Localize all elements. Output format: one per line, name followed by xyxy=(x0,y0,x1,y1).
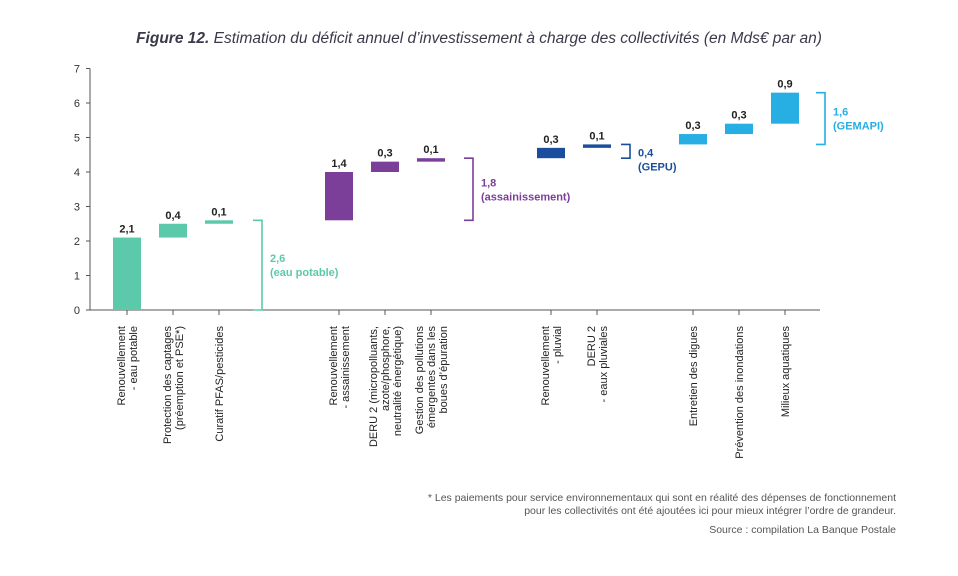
bar-2 xyxy=(205,220,233,224)
x-category-label-line: - eau potable xyxy=(128,326,140,390)
bar-value-label-0: 2,1 xyxy=(119,224,134,236)
figure-number: Figure 12. xyxy=(136,30,210,47)
x-category-label-line: azote/phosphore, xyxy=(380,326,392,411)
x-category-label-line: Renouvellement xyxy=(116,326,128,406)
x-category-label-0: Renouvellement - eau potable xyxy=(116,326,140,406)
y-tick-label-4: 4 xyxy=(74,167,80,179)
x-category-label-5: Gestion des pollutions émergentes dans le… xyxy=(414,326,450,435)
bar-value-label-2: 0,1 xyxy=(211,206,226,218)
bar-1 xyxy=(159,223,187,238)
y-tick-label-7: 7 xyxy=(74,64,80,76)
bar-4 xyxy=(371,161,399,172)
group-bracket-3 xyxy=(816,91,826,146)
x-category-label-line: DERU 2 (micropolluants, xyxy=(368,326,380,447)
bar-0 xyxy=(113,237,141,310)
group-name-label-0: (eau potable) xyxy=(270,267,339,279)
x-category-label-line: Protection des captages xyxy=(162,326,174,445)
x-category-label-line: Milieux aquatiques xyxy=(780,326,792,418)
x-category-label-line: Curatif PFAS/pesticides xyxy=(214,326,226,442)
y-tick-label-2: 2 xyxy=(74,236,80,248)
group-bracket-2 xyxy=(621,143,631,159)
bar-value-label-7: 0,1 xyxy=(589,130,604,142)
bar-value-label-8: 0,3 xyxy=(685,120,700,132)
x-category-label-line: émergentes dans les xyxy=(426,326,438,429)
x-category-label-9: Prévention des inondations xyxy=(734,326,746,459)
x-category-label-line: - eaux pluviales xyxy=(598,326,610,403)
x-category-label-line: Entretien des digues xyxy=(688,326,700,427)
x-category-label-line: DERU 2 xyxy=(586,326,598,366)
group-total-label-3: 1,6 xyxy=(833,107,848,119)
bar-7 xyxy=(583,144,611,148)
bar-value-label-3: 1,4 xyxy=(331,158,347,170)
bar-9 xyxy=(725,123,753,135)
group-total-label-2: 0,4 xyxy=(638,147,654,159)
x-category-label-line: boues d’épuration xyxy=(438,326,450,413)
x-category-label-2: Curatif PFAS/pesticides xyxy=(214,326,226,442)
group-name-label-3: (GEMAPI) xyxy=(833,121,884,133)
bar-3 xyxy=(325,172,353,221)
group-total-label-0: 2,6 xyxy=(270,253,285,265)
bar-10 xyxy=(771,92,799,124)
y-tick-label-1: 1 xyxy=(74,271,80,283)
x-category-label-8: Entretien des digues xyxy=(688,326,700,427)
group-total-label-1: 1,8 xyxy=(481,177,496,189)
x-category-label-4: DERU 2 (micropolluants, azote/phosphore, n… xyxy=(368,326,404,447)
x-category-label-line: Gestion des pollutions xyxy=(414,326,426,435)
bar-value-label-6: 0,3 xyxy=(543,134,558,146)
footnote-line-2: pour les collectivités ont été ajoutées … xyxy=(524,505,896,517)
group-bracket-1 xyxy=(464,157,474,222)
x-category-label-line: (préemption et PSE*) xyxy=(174,326,186,430)
x-category-label-line: - assainissement xyxy=(340,326,352,409)
x-category-label-1: Protection des captages (préemption et PS… xyxy=(162,326,186,445)
chart-title: Figure 12. Estimation du déficit annuel … xyxy=(0,30,958,48)
x-category-label-line: Renouvellement xyxy=(540,326,552,406)
y-tick-label-6: 6 xyxy=(74,98,80,110)
bar-value-label-9: 0,3 xyxy=(731,110,746,122)
x-category-label-3: Renouvellement - assainissement xyxy=(328,326,352,409)
x-category-label-line: Renouvellement xyxy=(328,326,340,406)
bar-value-label-5: 0,1 xyxy=(423,144,438,156)
bar-5 xyxy=(417,158,445,162)
x-category-label-10: Milieux aquatiques xyxy=(780,326,792,418)
x-category-label-6: Renouvellement - pluvial xyxy=(540,326,564,406)
bar-value-label-1: 0,4 xyxy=(165,210,181,222)
x-category-label-line: - pluvial xyxy=(552,326,564,364)
y-tick-label-0: 0 xyxy=(74,305,80,317)
x-category-label-7: DERU 2- eaux pluviales xyxy=(586,326,610,403)
group-bracket-0 xyxy=(253,219,263,311)
group-name-label-2: (GEPU) xyxy=(638,161,677,173)
bar-value-label-4: 0,3 xyxy=(377,148,392,160)
y-tick-label-3: 3 xyxy=(74,202,80,214)
bar-6 xyxy=(537,147,565,159)
figure-title-text: Estimation du déficit annuel d’investiss… xyxy=(213,30,822,47)
footnote-line-1: * Les paiements pour service environneme… xyxy=(427,492,896,504)
group-name-label-1: (assainissement) xyxy=(481,191,571,203)
y-tick-label-5: 5 xyxy=(74,133,80,145)
bar-value-label-10: 0,9 xyxy=(777,79,792,91)
x-category-label-line: neutralité énergétique) xyxy=(392,326,404,436)
x-category-label-line: Prévention des inondations xyxy=(734,326,746,459)
bar-8 xyxy=(679,134,707,145)
source-note: Source : compilation La Banque Postale xyxy=(709,524,896,536)
